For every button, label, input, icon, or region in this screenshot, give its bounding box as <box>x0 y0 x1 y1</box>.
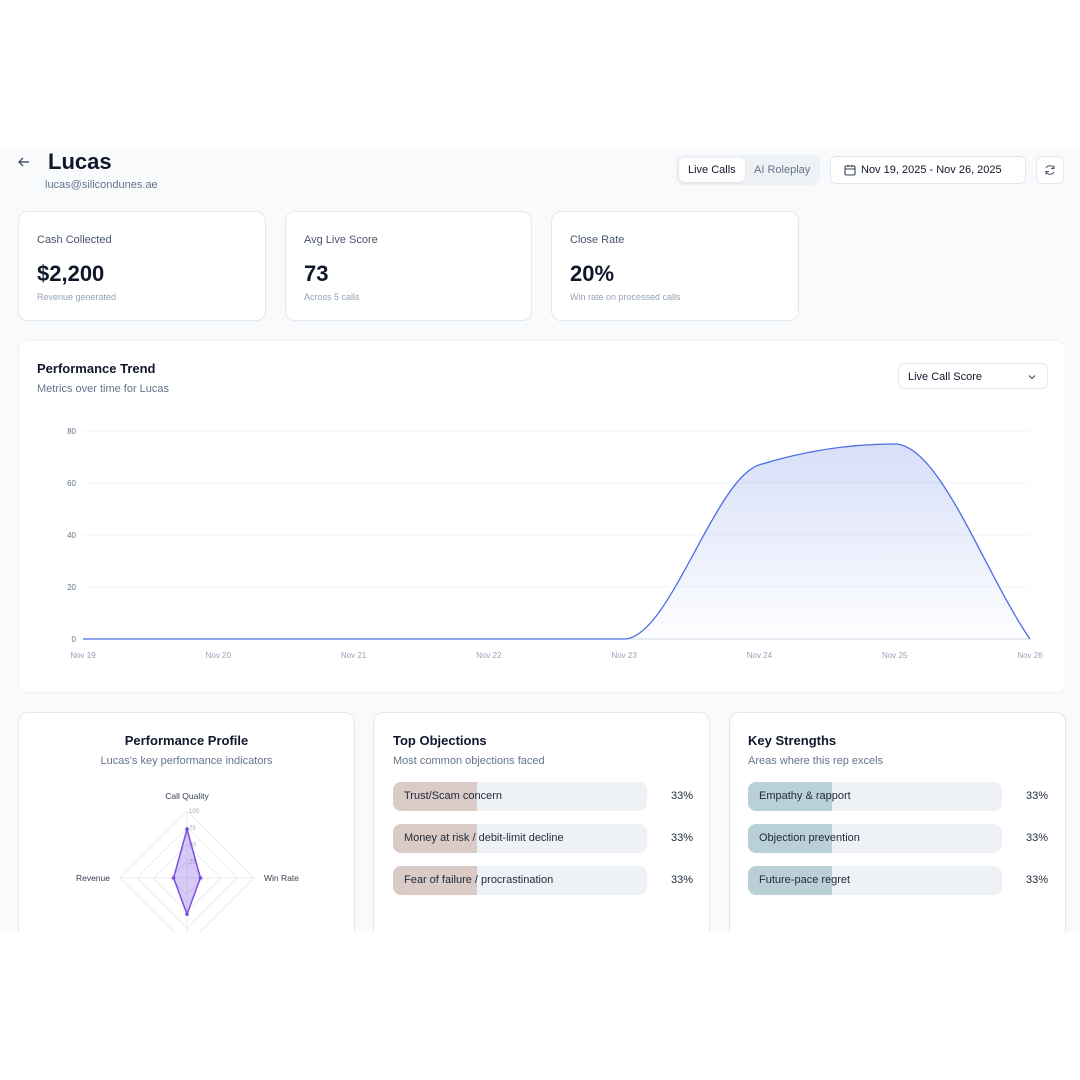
card-title: Performance Profile <box>124 733 249 748</box>
value-label: 33% <box>670 790 693 802</box>
bar <box>748 824 832 853</box>
strengths-card: Key Strengths Areas where this rep excel… <box>729 712 1066 932</box>
objections-card: Top Objections Most common objections fa… <box>373 712 710 932</box>
y-tick-label: 60 <box>67 479 76 488</box>
app: Lucas lucas@silicondunes.ae Live Calls AI… <box>0 148 1080 932</box>
kpi-label: Cash Collected <box>37 234 112 246</box>
r-tick-label: 25 <box>189 859 196 865</box>
card-subtitle: Most common objections faced <box>393 755 545 767</box>
axis-label: Win Rate <box>264 873 299 883</box>
trend-card: Performance Trend Metrics over time for … <box>18 340 1066 693</box>
kpi-card: Cash Collected $2,200 Revenue generated <box>18 211 266 321</box>
calendar-icon <box>844 165 856 176</box>
value-label: 33% <box>1025 790 1048 802</box>
value-label: 33% <box>1025 832 1048 844</box>
grid-ring <box>119 810 255 932</box>
y-tick-label: 80 <box>67 427 76 436</box>
bar-label: Empathy & rapport <box>759 790 851 802</box>
kpi-value: 73 <box>304 261 329 286</box>
value-label: 33% <box>670 874 693 886</box>
bar <box>748 866 832 895</box>
card-title: Performance Trend <box>37 361 156 376</box>
r-tick-label: 100 <box>189 809 200 815</box>
refresh-button[interactable] <box>1036 156 1064 184</box>
x-tick-label: Nov 19 <box>70 651 96 660</box>
kpi-card: Close Rate 20% Win rate on processed cal… <box>551 211 799 321</box>
radar-point <box>185 912 189 916</box>
radar-area <box>172 826 202 917</box>
bar <box>393 866 477 895</box>
tab-group: Live Calls AI Roleplay <box>676 155 820 185</box>
tab[interactable]: AI Roleplay <box>754 164 811 176</box>
radar-point <box>185 827 189 831</box>
chevron <box>1028 375 1036 380</box>
select-value: Live Call Score <box>908 371 982 383</box>
kpi-value: 20% <box>570 261 615 286</box>
x-tick-label: Nov 22 <box>476 651 502 660</box>
bar-label: Objection prevention <box>759 832 860 844</box>
chart-svg: 25 50 75 100 Call Quality Win Rate Revenue <box>76 791 299 932</box>
value-label: 33% <box>1025 874 1048 886</box>
profile-card: Performance Profile Lucas's key performa… <box>18 712 355 932</box>
kpi-caption: Win rate on processed calls <box>570 292 681 302</box>
radar-point <box>198 876 203 880</box>
area-fill <box>83 444 1030 639</box>
value-label: 33% <box>670 832 693 844</box>
email: lucas@silicondunes.ae <box>45 179 158 191</box>
card-title: Key Strengths <box>748 733 837 748</box>
refresh-icon <box>1045 165 1055 175</box>
chart-svg: 0 20 40 60 80 Nov 19 Nov 20 Nov 21 Nov 22 Nov 23 N… <box>67 427 1043 660</box>
x-tick-label: Nov 23 <box>611 651 637 660</box>
r-tick-label: 50 <box>189 843 196 849</box>
kpi-label: Avg Live Score <box>304 234 378 246</box>
bar-label: Trust/Scam concern <box>404 790 503 802</box>
x-tick-label: Nov 25 <box>882 651 908 660</box>
date-range: Nov 19, 2025 - Nov 26, 2025 <box>861 164 1002 176</box>
x-tick-label: Nov 24 <box>747 651 773 660</box>
card-title: Top Objections <box>393 733 487 748</box>
axis-label: Revenue <box>76 873 110 883</box>
x-tick-label: Nov 21 <box>341 651 367 660</box>
kpi-value: $2,200 <box>37 261 105 286</box>
card-subtitle: Metrics over time for Lucas <box>37 383 170 395</box>
card-subtitle: Lucas's key performance indicators <box>100 755 273 767</box>
tab[interactable]: Live Calls <box>679 158 745 182</box>
page-title: Lucas <box>48 149 112 174</box>
date-picker[interactable]: Nov 19, 2025 - Nov 26, 2025 <box>830 156 1026 184</box>
bar-label: Future-pace regret <box>759 874 851 886</box>
y-tick-label: 0 <box>72 635 77 644</box>
axis-label: Call Quality <box>165 791 209 801</box>
radar-point <box>171 876 176 880</box>
y-tick-label: 40 <box>67 531 76 540</box>
y-tick-label: 20 <box>67 583 76 592</box>
x-tick-label: Nov 20 <box>206 651 232 660</box>
bar-label: Fear of failure / procrastination <box>404 874 554 886</box>
bar <box>748 782 832 811</box>
card-subtitle: Areas where this rep excels <box>748 755 884 767</box>
line-series <box>82 443 1031 640</box>
x-tick-label: Nov 26 <box>1017 651 1043 660</box>
r-tick-label: 75 <box>189 826 196 832</box>
bar-label: Money at risk / debit-limit decline <box>404 832 564 844</box>
bar <box>393 824 477 853</box>
metric-select[interactable]: Live Call Score <box>898 363 1048 389</box>
bar <box>393 782 477 811</box>
kpi-card: Avg Live Score 73 Across 5 calls <box>285 211 532 321</box>
kpi-caption: Across 5 calls <box>304 292 360 302</box>
kpi-label: Close Rate <box>570 234 625 246</box>
back-arrow[interactable] <box>16 154 32 170</box>
kpi-caption: Revenue generated <box>37 292 117 302</box>
